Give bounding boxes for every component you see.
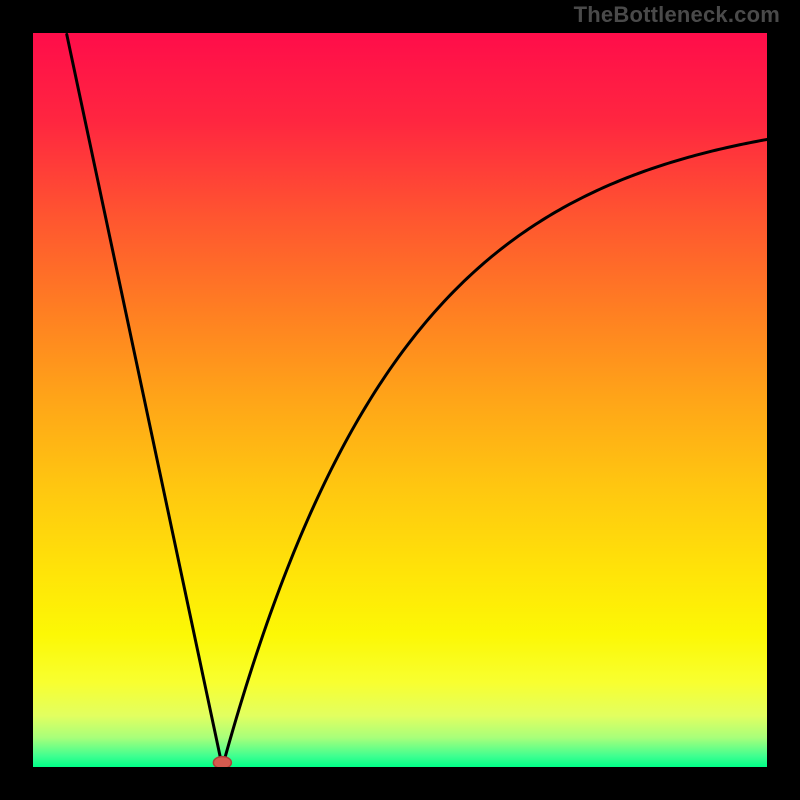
attribution-label: TheBottleneck.com	[574, 2, 780, 28]
optimum-marker	[213, 757, 231, 767]
bottleneck-chart	[33, 33, 767, 767]
figure-canvas: TheBottleneck.com	[0, 0, 800, 800]
